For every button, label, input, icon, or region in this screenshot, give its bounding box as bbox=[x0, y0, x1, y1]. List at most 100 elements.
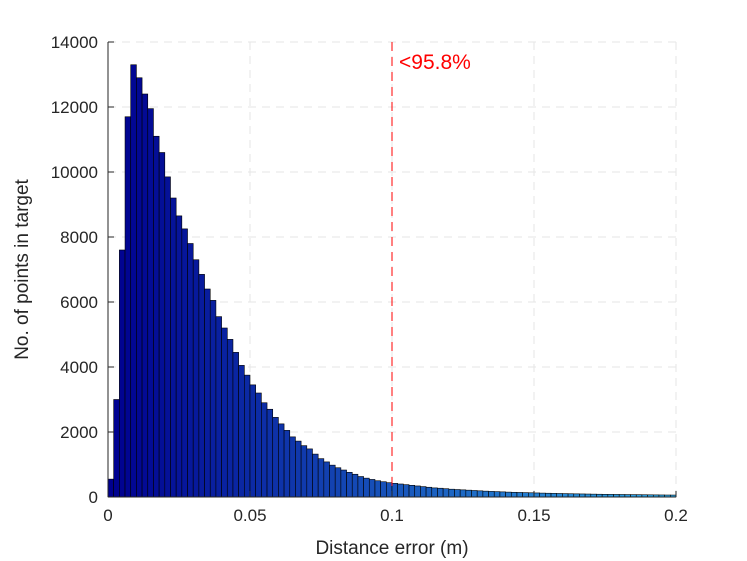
histogram-bar bbox=[192, 259, 200, 498]
y-tick-label: 14000 bbox=[51, 33, 98, 52]
histogram-bar bbox=[232, 352, 239, 498]
histogram-bar bbox=[238, 365, 245, 498]
histogram-bar bbox=[368, 479, 376, 498]
y-tick-label: 12000 bbox=[51, 98, 98, 117]
histogram-bar bbox=[357, 476, 364, 498]
histogram-bar bbox=[414, 485, 421, 498]
histogram-bar bbox=[119, 249, 126, 498]
histogram-bar bbox=[442, 488, 450, 498]
histogram-bar bbox=[158, 152, 166, 498]
y-tick-label: 10000 bbox=[51, 163, 98, 182]
histogram-bar bbox=[244, 374, 251, 498]
histogram-bar bbox=[329, 464, 336, 498]
histogram-bar bbox=[556, 493, 563, 498]
histogram-bar bbox=[493, 491, 501, 498]
histogram-bar bbox=[317, 458, 325, 498]
histogram-bar bbox=[187, 243, 194, 498]
histogram-bar bbox=[510, 491, 518, 498]
histogram-bar bbox=[323, 461, 330, 498]
histogram-bar bbox=[175, 215, 183, 498]
histogram-bar bbox=[363, 477, 370, 498]
histogram-bar bbox=[437, 487, 444, 498]
y-tick-label: 8000 bbox=[60, 228, 98, 247]
histogram-bar bbox=[476, 490, 484, 498]
histogram-bar bbox=[215, 316, 222, 498]
histogram-bar bbox=[153, 135, 160, 498]
histogram-bar bbox=[278, 423, 285, 498]
histogram-bar bbox=[300, 445, 308, 498]
y-axis-label: No. of points in target bbox=[12, 178, 33, 359]
x-tick-label: 0.2 bbox=[664, 506, 688, 525]
histogram-bar bbox=[283, 430, 291, 498]
histogram-bar bbox=[499, 491, 506, 498]
histogram-bar bbox=[249, 384, 256, 498]
histogram-bar bbox=[130, 64, 137, 498]
histogram-bar bbox=[454, 489, 461, 498]
histogram-bar bbox=[465, 489, 472, 498]
histogram-bar bbox=[221, 327, 228, 498]
histogram-bar bbox=[420, 486, 427, 498]
histogram-bar bbox=[488, 491, 495, 498]
histogram-bar bbox=[204, 288, 211, 498]
histogram-bar bbox=[261, 402, 268, 498]
histogram-bar bbox=[522, 492, 529, 498]
histogram-bar bbox=[209, 300, 217, 498]
y-axis-ticks: 0 2000 4000 6000 8000 10000 12000 14000 bbox=[51, 33, 114, 507]
histogram-bar bbox=[141, 93, 149, 498]
histogram-bar bbox=[147, 108, 154, 498]
y-tick-label: 2000 bbox=[60, 423, 98, 442]
histogram-bar bbox=[124, 116, 132, 498]
threshold-label: <95.8% bbox=[399, 51, 471, 74]
histogram-bar bbox=[562, 493, 569, 498]
histogram-bar bbox=[391, 483, 398, 498]
histogram-bar bbox=[164, 176, 171, 498]
histogram-bar bbox=[425, 486, 433, 498]
y-tick-label: 6000 bbox=[60, 293, 98, 312]
x-axis-label: Distance error (m) bbox=[315, 538, 468, 559]
histogram-bar bbox=[306, 448, 313, 498]
y-tick-label: 4000 bbox=[60, 358, 98, 377]
histogram-bar bbox=[136, 77, 143, 498]
histogram-bar bbox=[431, 487, 438, 498]
histogram-bar bbox=[471, 490, 478, 498]
histogram-bar bbox=[340, 469, 347, 498]
histogram-bar bbox=[408, 484, 416, 498]
histogram-bar bbox=[272, 417, 279, 498]
x-tick-label: 0.05 bbox=[233, 506, 266, 525]
histogram-bar bbox=[380, 481, 387, 498]
histogram-bar bbox=[289, 436, 296, 498]
histogram-bar bbox=[528, 492, 535, 498]
histogram-bar bbox=[505, 491, 512, 498]
bars bbox=[107, 64, 677, 498]
histogram-bar bbox=[397, 483, 404, 498]
histogram-bar bbox=[113, 399, 120, 498]
threshold-annotation: <95.8% bbox=[391, 42, 471, 497]
histogram-bar bbox=[226, 339, 234, 498]
histogram-bar bbox=[107, 478, 114, 498]
histogram-bar bbox=[346, 471, 353, 498]
histogram-bar bbox=[539, 492, 546, 498]
histogram-bar bbox=[198, 274, 205, 498]
histogram-bar bbox=[334, 467, 342, 498]
y-tick-label: 0 bbox=[89, 488, 98, 507]
histogram-bar bbox=[403, 484, 410, 498]
x-tick-label: 0.15 bbox=[517, 506, 550, 525]
histogram-bar bbox=[374, 480, 381, 498]
histogram-bar bbox=[459, 489, 467, 498]
histogram-bar bbox=[386, 482, 393, 498]
histogram-bar bbox=[312, 453, 319, 498]
histogram-bar bbox=[181, 228, 188, 498]
histogram-bar bbox=[448, 488, 455, 498]
histogram-bar bbox=[255, 392, 262, 498]
x-axis-ticks: 0 0.05 0.1 0.15 0.2 bbox=[103, 491, 688, 525]
histogram-bar bbox=[550, 493, 558, 498]
histogram-bar bbox=[482, 490, 489, 498]
histogram-bar bbox=[351, 473, 359, 498]
x-tick-label: 0 bbox=[103, 506, 112, 525]
histogram-bar bbox=[295, 440, 302, 498]
x-tick-label: 0.1 bbox=[380, 506, 404, 525]
histogram-bar bbox=[170, 197, 177, 498]
histogram-bar bbox=[545, 492, 552, 498]
histogram-bar bbox=[516, 492, 523, 498]
